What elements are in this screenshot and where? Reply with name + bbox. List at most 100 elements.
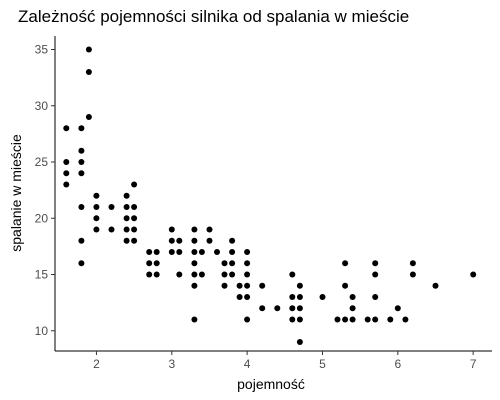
y-tick-label: 30 <box>35 99 49 113</box>
data-point <box>409 271 416 278</box>
data-point <box>176 249 183 255</box>
data-point <box>176 237 183 244</box>
data-point <box>191 271 198 278</box>
data-point <box>289 316 296 323</box>
data-point <box>63 125 70 132</box>
y-axis-label: spalanie w mieście <box>8 134 24 252</box>
data-point <box>229 237 236 244</box>
data-point <box>342 260 349 267</box>
data-point <box>214 249 220 255</box>
data-point <box>289 305 296 312</box>
data-point <box>78 159 85 165</box>
data-point <box>108 226 115 233</box>
x-axis-ticks: 2 3 4 5 6 7 <box>93 351 477 371</box>
data-point <box>387 316 394 323</box>
data-point <box>349 294 356 300</box>
data-point <box>131 226 138 233</box>
data-point <box>259 305 266 312</box>
data-point <box>229 249 236 255</box>
data-point <box>85 69 92 75</box>
data-point <box>63 159 70 165</box>
data-point <box>342 282 349 289</box>
data-point <box>372 271 379 278</box>
data-point <box>191 226 198 233</box>
data-point <box>244 249 251 255</box>
y-tick-label: 10 <box>35 324 49 338</box>
data-point <box>78 170 85 177</box>
data-point <box>168 237 175 244</box>
data-point <box>123 215 130 222</box>
data-point <box>168 249 175 255</box>
data-point <box>470 271 477 278</box>
data-point <box>93 215 100 222</box>
data-point <box>153 249 160 255</box>
data-point <box>176 271 183 278</box>
data-point <box>191 282 198 289</box>
data-point <box>131 204 138 210</box>
data-point <box>168 226 175 233</box>
data-point <box>206 237 213 244</box>
data-point <box>236 294 243 300</box>
data-point <box>372 294 379 300</box>
data-point <box>402 316 409 323</box>
data-point <box>342 316 349 323</box>
data-point <box>123 192 130 199</box>
data-point <box>123 237 130 244</box>
data-point <box>78 260 85 267</box>
data-point <box>153 271 160 278</box>
x-tick-label: 6 <box>394 357 401 371</box>
data-point <box>63 181 70 188</box>
data-point <box>289 271 296 278</box>
x-axis-label: pojemność <box>237 376 305 392</box>
data-point <box>93 226 100 233</box>
data-point <box>78 204 85 210</box>
data-point <box>349 305 356 312</box>
data-point <box>198 249 205 255</box>
data-point <box>372 260 379 267</box>
data-point <box>123 204 130 210</box>
data-point <box>372 316 379 323</box>
data-point <box>244 282 251 289</box>
data-point <box>108 204 115 210</box>
x-tick-label: 4 <box>244 357 251 371</box>
data-point <box>229 271 236 278</box>
data-point <box>63 170 70 177</box>
data-point <box>221 271 228 278</box>
data-point <box>123 226 130 233</box>
data-point <box>364 316 371 323</box>
y-tick-label: 20 <box>35 211 49 225</box>
data-point <box>146 271 153 278</box>
chart-title: Zależność pojemności silnika od spalania… <box>18 7 409 26</box>
data-point <box>191 260 198 267</box>
data-point <box>349 316 356 323</box>
data-point <box>131 181 138 188</box>
data-point <box>334 316 341 323</box>
data-point <box>191 249 198 255</box>
data-point <box>131 215 138 222</box>
y-axis-ticks: 10 15 20 25 30 35 <box>35 43 55 338</box>
y-tick-label: 15 <box>35 268 49 282</box>
data-point <box>244 271 251 278</box>
data-point <box>296 305 303 312</box>
data-point <box>131 237 138 244</box>
data-point <box>409 260 416 267</box>
data-point <box>206 226 213 233</box>
data-point <box>244 260 251 267</box>
data-point <box>296 294 303 300</box>
data-point <box>78 125 85 132</box>
data-point <box>153 260 160 267</box>
data-point <box>432 282 439 289</box>
data-point <box>274 305 281 312</box>
data-point <box>296 316 303 323</box>
data-point <box>296 339 303 345</box>
data-point <box>229 260 236 267</box>
plot-area <box>63 46 477 345</box>
data-point <box>319 294 326 300</box>
y-tick-label: 25 <box>35 155 49 169</box>
x-tick-label: 2 <box>93 357 100 371</box>
data-point <box>244 294 251 300</box>
data-point <box>394 305 401 312</box>
data-point <box>221 282 228 289</box>
data-point <box>236 282 243 289</box>
